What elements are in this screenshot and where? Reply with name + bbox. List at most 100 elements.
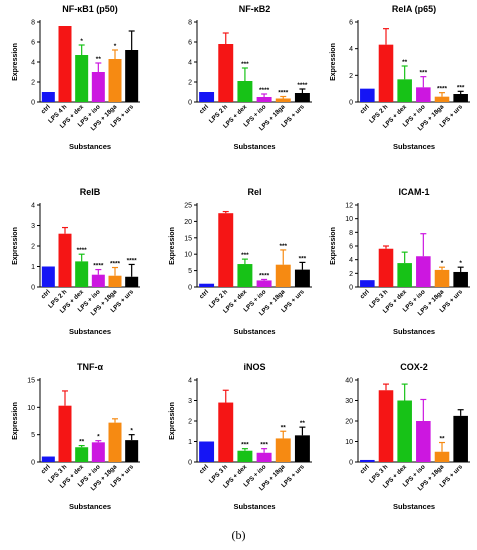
chart-title: RelB	[80, 187, 101, 197]
y-tick-label: 10	[345, 216, 353, 223]
y-tick-label: 2	[349, 271, 353, 278]
bar	[275, 264, 291, 287]
bar	[294, 93, 310, 102]
significance-label: ****	[437, 86, 448, 93]
y-tick-label: 0	[349, 100, 353, 107]
significance-label: *	[130, 428, 133, 435]
bar	[416, 87, 431, 102]
x-axis-label: Substances	[69, 502, 111, 511]
bar	[256, 452, 272, 462]
chart-title: ICAM-1	[399, 187, 430, 197]
y-tick-label: 20	[184, 219, 192, 226]
x-axis-label: Substances	[233, 502, 275, 511]
bar	[218, 402, 234, 462]
y-tick-label: 8	[31, 20, 35, 27]
bar	[434, 269, 450, 287]
y-tick-label: 4	[188, 60, 192, 67]
significance-label: ***	[241, 442, 249, 449]
significance-label: ****	[93, 263, 104, 270]
y-tick-label: 0	[31, 285, 35, 292]
y-tick-label: 25	[184, 203, 192, 210]
bar	[294, 435, 310, 462]
category-label: ctrl	[198, 463, 210, 475]
y-axis-label: Expression	[169, 227, 176, 265]
bar	[453, 415, 468, 462]
y-tick-label: 6	[349, 244, 353, 251]
y-tick-label: 6	[188, 40, 192, 47]
significance-label: **	[79, 439, 85, 446]
y-tick-label: 10	[345, 439, 353, 446]
bar	[218, 44, 234, 102]
chart-title: COX-2	[400, 362, 428, 372]
x-axis-label: Substances	[233, 327, 275, 336]
bar	[397, 263, 412, 287]
bar	[360, 88, 375, 102]
significance-label: *	[441, 260, 444, 267]
bar	[416, 421, 431, 462]
bar	[91, 442, 105, 462]
significance-label: ****	[127, 257, 138, 264]
bar	[237, 81, 253, 102]
x-axis-label: Substances	[69, 327, 111, 336]
significance-label: ****	[110, 261, 121, 268]
bar	[75, 447, 89, 462]
significance-label: ****	[77, 247, 88, 254]
significance-label: *	[97, 434, 100, 441]
y-tick-label: 15	[27, 378, 35, 385]
category-label: ctrl	[359, 103, 371, 115]
y-tick-label: 4	[31, 203, 35, 210]
bar	[75, 261, 89, 287]
bar	[453, 94, 468, 102]
y-tick-label: 2	[31, 80, 35, 87]
bar	[275, 438, 291, 462]
category-label: ctrl	[359, 288, 371, 300]
bar	[360, 280, 375, 287]
bar	[108, 275, 122, 287]
bar	[125, 50, 139, 102]
y-tick-label: 40	[345, 378, 353, 385]
category-label: ctrl	[40, 103, 52, 115]
y-axis-label: Expression	[169, 402, 176, 440]
significance-label: **	[281, 424, 287, 431]
y-tick-label: 0	[31, 460, 35, 467]
y-tick-label: 1	[188, 439, 192, 446]
y-tick-label: 5	[188, 268, 192, 275]
bar	[237, 264, 253, 287]
x-axis-label: Substances	[393, 327, 435, 336]
x-axis-label: Substances	[233, 142, 275, 151]
bar	[237, 450, 253, 462]
significance-label: **	[96, 56, 102, 63]
significance-label: ***	[299, 255, 307, 262]
bar	[434, 451, 450, 462]
y-tick-label: 15	[184, 235, 192, 242]
bar	[416, 256, 431, 287]
y-tick-label: 4	[188, 378, 192, 385]
y-tick-label: 20	[345, 419, 353, 426]
significance-label: ****	[297, 82, 308, 89]
significance-label: ***	[241, 252, 249, 259]
bar	[75, 55, 89, 102]
y-tick-label: 2	[31, 244, 35, 251]
significance-label: **	[300, 420, 306, 427]
category-label: ctrl	[198, 288, 210, 300]
bar	[91, 274, 105, 287]
chart-title: Rel	[247, 187, 261, 197]
bar	[294, 269, 310, 287]
x-axis-label: Substances	[393, 142, 435, 151]
x-axis-label: Substances	[69, 142, 111, 151]
bar	[275, 98, 291, 102]
bar	[58, 233, 72, 287]
y-tick-label: 4	[31, 60, 35, 67]
y-tick-label: 0	[349, 460, 353, 467]
bar	[256, 280, 272, 287]
bar	[378, 248, 394, 287]
chart-title: TNF-α	[77, 362, 103, 372]
bar	[41, 456, 55, 462]
y-tick-label: 4	[349, 46, 353, 53]
bar	[360, 459, 375, 462]
